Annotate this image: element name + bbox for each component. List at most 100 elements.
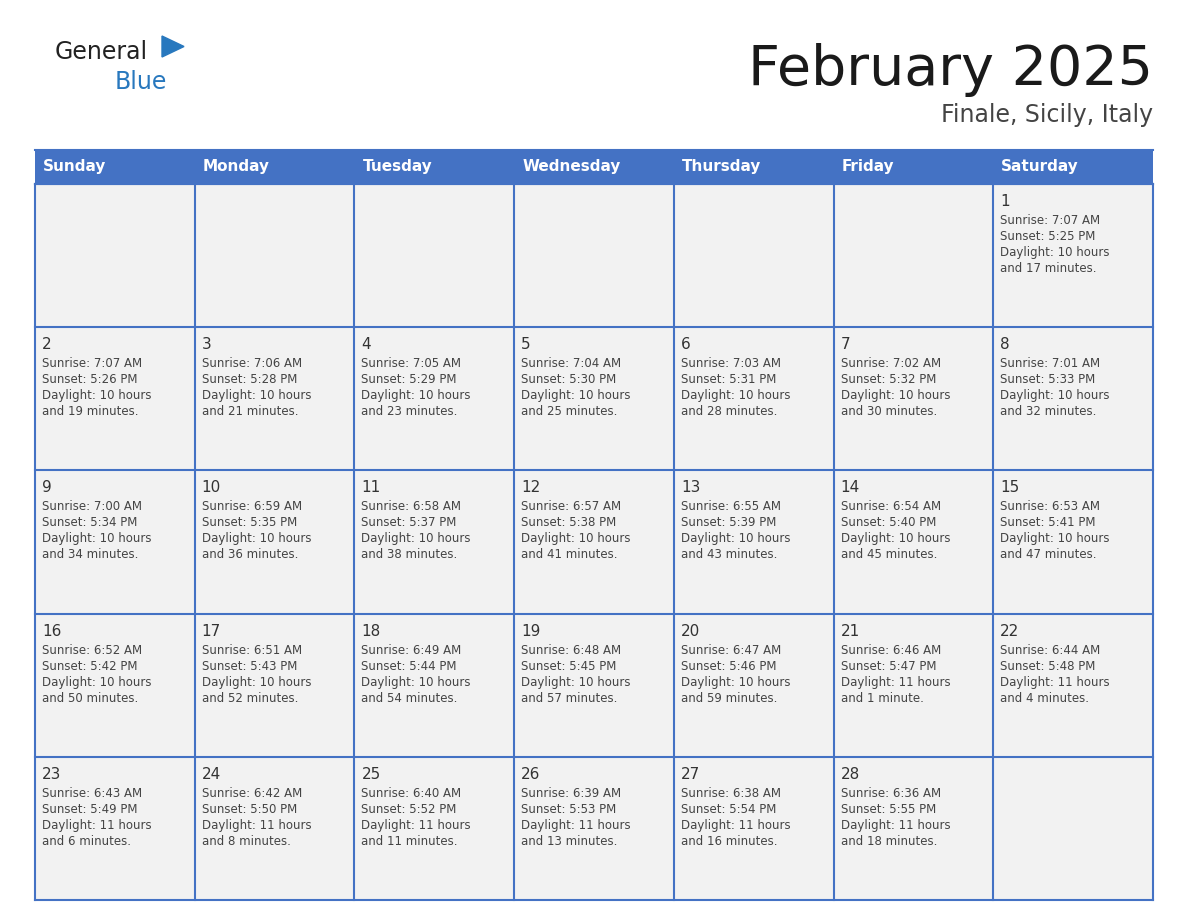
Text: Sunrise: 6:57 AM: Sunrise: 6:57 AM bbox=[522, 500, 621, 513]
Bar bbox=[674, 327, 834, 470]
Bar bbox=[514, 327, 674, 470]
Text: Sunset: 5:48 PM: Sunset: 5:48 PM bbox=[1000, 660, 1095, 673]
Text: and 4 minutes.: and 4 minutes. bbox=[1000, 691, 1089, 705]
Text: February 2025: February 2025 bbox=[748, 43, 1154, 97]
Text: Sunrise: 6:43 AM: Sunrise: 6:43 AM bbox=[42, 787, 143, 800]
Text: 17: 17 bbox=[202, 623, 221, 639]
Text: and 1 minute.: and 1 minute. bbox=[841, 691, 923, 705]
Polygon shape bbox=[162, 36, 184, 57]
Bar bbox=[993, 470, 1154, 613]
Text: Finale, Sicily, Italy: Finale, Sicily, Italy bbox=[941, 103, 1154, 127]
Text: Sunset: 5:29 PM: Sunset: 5:29 PM bbox=[361, 374, 457, 386]
Text: General: General bbox=[55, 40, 148, 64]
Text: Sunday: Sunday bbox=[43, 160, 107, 174]
Text: Sunset: 5:55 PM: Sunset: 5:55 PM bbox=[841, 803, 936, 816]
Bar bbox=[34, 327, 195, 470]
Text: Friday: Friday bbox=[841, 160, 895, 174]
Text: Daylight: 10 hours: Daylight: 10 hours bbox=[42, 532, 152, 545]
Text: and 32 minutes.: and 32 minutes. bbox=[1000, 405, 1097, 419]
Text: Sunrise: 6:42 AM: Sunrise: 6:42 AM bbox=[202, 787, 302, 800]
Bar bbox=[993, 613, 1154, 756]
Bar bbox=[195, 756, 354, 900]
Text: Sunrise: 6:59 AM: Sunrise: 6:59 AM bbox=[202, 500, 302, 513]
Text: Daylight: 10 hours: Daylight: 10 hours bbox=[202, 676, 311, 688]
Text: Sunset: 5:42 PM: Sunset: 5:42 PM bbox=[42, 660, 138, 673]
Text: Daylight: 10 hours: Daylight: 10 hours bbox=[681, 676, 790, 688]
Text: Sunrise: 6:38 AM: Sunrise: 6:38 AM bbox=[681, 787, 781, 800]
Text: and 34 minutes.: and 34 minutes. bbox=[42, 548, 138, 562]
Text: Sunset: 5:53 PM: Sunset: 5:53 PM bbox=[522, 803, 617, 816]
Text: Sunrise: 6:52 AM: Sunrise: 6:52 AM bbox=[42, 644, 143, 656]
Text: Sunset: 5:49 PM: Sunset: 5:49 PM bbox=[42, 803, 138, 816]
Bar bbox=[674, 470, 834, 613]
Text: and 30 minutes.: and 30 minutes. bbox=[841, 405, 937, 419]
Text: Daylight: 10 hours: Daylight: 10 hours bbox=[361, 532, 470, 545]
Bar bbox=[834, 184, 993, 327]
Text: 6: 6 bbox=[681, 337, 690, 353]
Text: and 17 minutes.: and 17 minutes. bbox=[1000, 262, 1097, 275]
Text: 27: 27 bbox=[681, 767, 700, 782]
Text: Sunrise: 6:54 AM: Sunrise: 6:54 AM bbox=[841, 500, 941, 513]
Text: Sunset: 5:47 PM: Sunset: 5:47 PM bbox=[841, 660, 936, 673]
Text: and 25 minutes.: and 25 minutes. bbox=[522, 405, 618, 419]
Text: Sunset: 5:43 PM: Sunset: 5:43 PM bbox=[202, 660, 297, 673]
Text: 4: 4 bbox=[361, 337, 371, 353]
Text: 10: 10 bbox=[202, 480, 221, 496]
Text: Daylight: 10 hours: Daylight: 10 hours bbox=[1000, 389, 1110, 402]
Text: Sunrise: 6:58 AM: Sunrise: 6:58 AM bbox=[361, 500, 461, 513]
Text: 14: 14 bbox=[841, 480, 860, 496]
Text: Daylight: 11 hours: Daylight: 11 hours bbox=[522, 819, 631, 832]
Text: and 36 minutes.: and 36 minutes. bbox=[202, 548, 298, 562]
Text: Daylight: 10 hours: Daylight: 10 hours bbox=[42, 389, 152, 402]
Text: Daylight: 10 hours: Daylight: 10 hours bbox=[522, 532, 631, 545]
Text: and 19 minutes.: and 19 minutes. bbox=[42, 405, 139, 419]
Text: Sunrise: 6:48 AM: Sunrise: 6:48 AM bbox=[522, 644, 621, 656]
Bar bbox=[674, 613, 834, 756]
Text: Sunrise: 7:05 AM: Sunrise: 7:05 AM bbox=[361, 357, 461, 370]
Text: and 45 minutes.: and 45 minutes. bbox=[841, 548, 937, 562]
Bar bbox=[354, 470, 514, 613]
Bar bbox=[834, 470, 993, 613]
Bar bbox=[34, 150, 1154, 184]
Text: and 57 minutes.: and 57 minutes. bbox=[522, 691, 618, 705]
Text: and 11 minutes.: and 11 minutes. bbox=[361, 834, 457, 848]
Text: Daylight: 11 hours: Daylight: 11 hours bbox=[42, 819, 152, 832]
Text: Sunset: 5:33 PM: Sunset: 5:33 PM bbox=[1000, 374, 1095, 386]
Text: Daylight: 11 hours: Daylight: 11 hours bbox=[1000, 676, 1110, 688]
Bar bbox=[34, 613, 195, 756]
Text: Sunrise: 6:53 AM: Sunrise: 6:53 AM bbox=[1000, 500, 1100, 513]
Text: 20: 20 bbox=[681, 623, 700, 639]
Text: and 47 minutes.: and 47 minutes. bbox=[1000, 548, 1097, 562]
Text: 9: 9 bbox=[42, 480, 52, 496]
Text: Wednesday: Wednesday bbox=[523, 160, 620, 174]
Text: 23: 23 bbox=[42, 767, 62, 782]
Text: Sunrise: 7:06 AM: Sunrise: 7:06 AM bbox=[202, 357, 302, 370]
Text: Sunset: 5:45 PM: Sunset: 5:45 PM bbox=[522, 660, 617, 673]
Text: Daylight: 11 hours: Daylight: 11 hours bbox=[202, 819, 311, 832]
Text: 8: 8 bbox=[1000, 337, 1010, 353]
Bar bbox=[195, 184, 354, 327]
Text: Sunset: 5:40 PM: Sunset: 5:40 PM bbox=[841, 517, 936, 530]
Text: 1: 1 bbox=[1000, 194, 1010, 209]
Text: Daylight: 11 hours: Daylight: 11 hours bbox=[841, 676, 950, 688]
Bar bbox=[514, 613, 674, 756]
Text: Sunrise: 7:03 AM: Sunrise: 7:03 AM bbox=[681, 357, 781, 370]
Bar bbox=[34, 184, 195, 327]
Text: Sunset: 5:30 PM: Sunset: 5:30 PM bbox=[522, 374, 617, 386]
Text: 15: 15 bbox=[1000, 480, 1019, 496]
Text: Sunrise: 7:01 AM: Sunrise: 7:01 AM bbox=[1000, 357, 1100, 370]
Text: Sunset: 5:52 PM: Sunset: 5:52 PM bbox=[361, 803, 457, 816]
Text: 26: 26 bbox=[522, 767, 541, 782]
Text: Sunset: 5:31 PM: Sunset: 5:31 PM bbox=[681, 374, 776, 386]
Text: Sunrise: 6:36 AM: Sunrise: 6:36 AM bbox=[841, 787, 941, 800]
Text: and 13 minutes.: and 13 minutes. bbox=[522, 834, 618, 848]
Text: and 52 minutes.: and 52 minutes. bbox=[202, 691, 298, 705]
Bar bbox=[34, 756, 195, 900]
Text: Sunrise: 6:49 AM: Sunrise: 6:49 AM bbox=[361, 644, 462, 656]
Text: Sunset: 5:26 PM: Sunset: 5:26 PM bbox=[42, 374, 138, 386]
Bar bbox=[674, 184, 834, 327]
Text: Daylight: 10 hours: Daylight: 10 hours bbox=[1000, 532, 1110, 545]
Bar bbox=[834, 613, 993, 756]
Text: Sunrise: 7:07 AM: Sunrise: 7:07 AM bbox=[42, 357, 143, 370]
Text: and 54 minutes.: and 54 minutes. bbox=[361, 691, 457, 705]
